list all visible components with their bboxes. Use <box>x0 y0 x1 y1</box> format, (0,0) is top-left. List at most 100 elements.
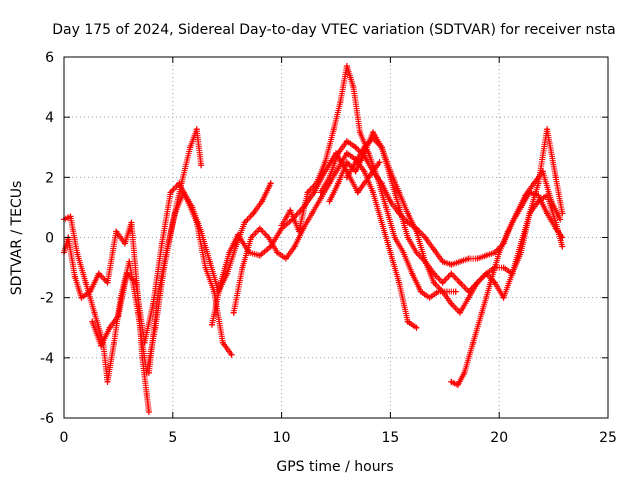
data-point <box>71 273 78 280</box>
data-point <box>313 180 320 187</box>
data-point <box>267 180 274 187</box>
data-point <box>74 249 81 256</box>
data-point <box>544 210 551 217</box>
data-point <box>67 213 74 220</box>
data-point <box>383 204 390 211</box>
data-point <box>361 144 368 151</box>
data-point <box>517 240 524 247</box>
data-point <box>457 309 464 316</box>
data-point <box>145 408 152 415</box>
data-point <box>187 144 194 151</box>
data-point <box>483 270 490 277</box>
data-point <box>311 189 318 196</box>
data-point <box>97 342 104 349</box>
series-track-k <box>448 168 564 388</box>
data-point <box>448 378 455 385</box>
x-tick-label: 0 <box>60 430 69 446</box>
data-point <box>478 309 485 316</box>
data-point <box>309 210 316 217</box>
data-points <box>61 63 566 415</box>
data-point <box>180 189 187 196</box>
y-tick-label: -6 <box>40 411 54 427</box>
data-point <box>296 228 303 235</box>
data-point <box>104 378 111 385</box>
data-point <box>250 210 257 217</box>
data-point <box>470 339 477 346</box>
data-point <box>404 210 411 217</box>
data-point <box>143 390 150 397</box>
series-markers <box>61 126 205 385</box>
data-point <box>369 135 376 142</box>
data-point <box>496 249 503 256</box>
x-axis-label: GPS time / hours <box>276 459 393 475</box>
data-point <box>326 174 333 181</box>
data-point <box>396 189 403 196</box>
data-point <box>352 159 359 166</box>
data-point <box>509 270 516 277</box>
data-point <box>256 252 263 259</box>
data-point <box>387 198 394 205</box>
data-point <box>483 252 490 259</box>
data-point <box>548 198 555 205</box>
data-point <box>396 279 403 286</box>
x-tick-label: 15 <box>381 430 399 446</box>
data-point <box>317 189 324 196</box>
data-point <box>322 159 329 166</box>
data-point <box>202 264 209 271</box>
data-point <box>167 189 174 196</box>
data-point <box>145 369 152 376</box>
series-track-g <box>278 63 459 301</box>
data-point <box>224 270 231 277</box>
data-point <box>552 174 559 181</box>
y-tick-label: 6 <box>45 50 54 66</box>
data-point <box>413 228 420 235</box>
data-point <box>369 189 376 196</box>
data-point <box>248 234 255 241</box>
data-point <box>232 243 239 250</box>
axis-ticks: 0 5 10 15 20 25 -6 -4 -2 0 2 4 6 <box>40 50 617 446</box>
data-point <box>113 228 120 235</box>
data-point <box>513 210 520 217</box>
data-point <box>504 228 511 235</box>
data-point <box>430 279 437 286</box>
data-point <box>474 255 481 262</box>
data-point <box>141 339 148 346</box>
data-point <box>439 288 446 295</box>
data-point <box>89 318 96 325</box>
data-point <box>241 219 248 226</box>
data-point <box>128 219 135 226</box>
chart-title: Day 175 of 2024, Sidereal Day-to-day VTE… <box>52 22 615 38</box>
data-point <box>356 129 363 136</box>
data-point <box>343 174 350 181</box>
data-point <box>526 210 533 217</box>
data-point <box>278 222 285 229</box>
data-point <box>317 195 324 202</box>
data-point <box>239 264 246 271</box>
data-point <box>104 279 111 286</box>
data-point <box>274 249 281 256</box>
data-point <box>539 168 546 175</box>
data-point <box>226 249 233 256</box>
data-point <box>422 258 429 265</box>
data-point <box>452 288 459 295</box>
data-point <box>465 255 472 262</box>
data-point <box>400 249 407 256</box>
data-point <box>198 228 205 235</box>
data-point <box>330 126 337 133</box>
data-point <box>132 279 139 286</box>
data-point <box>413 324 420 331</box>
data-point <box>439 279 446 286</box>
data-point <box>163 249 170 256</box>
data-point <box>559 210 566 217</box>
data-point <box>91 309 98 316</box>
data-point <box>448 261 455 268</box>
data-point <box>378 180 385 187</box>
y-tick-label: -4 <box>40 351 54 367</box>
data-point <box>259 198 266 205</box>
data-point <box>376 159 383 166</box>
data-point <box>121 240 128 247</box>
data-point <box>87 288 94 295</box>
data-point <box>95 270 102 277</box>
data-point <box>417 288 424 295</box>
